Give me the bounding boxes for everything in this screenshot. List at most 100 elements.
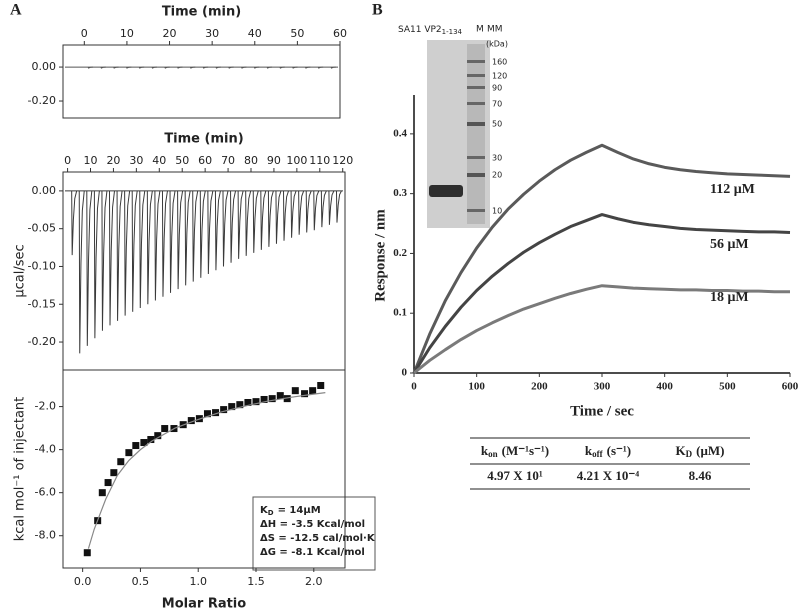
injection-peak <box>109 190 115 326</box>
data-point <box>283 395 291 403</box>
data-point <box>104 479 112 487</box>
y-tick-label: 0.4 <box>393 127 407 139</box>
x-axis-title: Time / sec <box>570 403 634 419</box>
x-tick-label: 20 <box>106 154 120 167</box>
gel-marker-size: 70 <box>492 100 502 109</box>
x-tick-label: 40 <box>152 154 166 167</box>
injection-peak <box>214 190 221 271</box>
gel-marker-size: 90 <box>492 84 502 93</box>
injection-peak <box>177 66 183 69</box>
x-tick-label: 0 <box>411 381 417 393</box>
y-tick-label: -0.20 <box>28 335 56 348</box>
gel-marker-size: 20 <box>492 171 502 180</box>
x-tick-label: 30 <box>205 27 219 40</box>
x-axis-title: Time (min) <box>164 132 243 147</box>
table-header: KD (μM) <box>676 443 725 459</box>
injection-peak <box>169 190 176 293</box>
x-tick-label: 10 <box>84 154 98 167</box>
injection-peak <box>279 66 285 69</box>
x-tick-label: 100 <box>468 381 485 393</box>
x-tick-label: 0.5 <box>132 575 150 588</box>
injection-peak <box>215 66 221 69</box>
injection-peak <box>131 190 138 312</box>
injection-peak <box>184 190 191 286</box>
injection-peak <box>317 66 324 69</box>
injection-peak <box>189 66 196 69</box>
gel-lane <box>467 44 485 224</box>
y-axis-title: μcal/sec <box>13 244 28 297</box>
x-tick-label: 100 <box>286 154 307 167</box>
annotation-box <box>252 496 376 571</box>
injection-peak <box>87 66 94 69</box>
injection-peak <box>100 66 106 69</box>
table: kon (M⁻¹s⁻¹) koff (s⁻¹) KD (μM)4.97 X 10¹ 4.21… <box>481 443 725 483</box>
injection-peak <box>298 190 305 235</box>
injection-peak <box>260 190 267 250</box>
x-tick-label: 200 <box>531 381 548 393</box>
fit-curve <box>87 392 326 549</box>
annotation-symbol: K <box>260 505 269 516</box>
gel-band <box>467 60 485 63</box>
x-tick-label: 0.0 <box>74 575 92 588</box>
gel-sample-label: SA11 VP21-134 <box>398 25 463 37</box>
data-point <box>117 458 125 466</box>
injection-peak <box>101 190 108 331</box>
y-tick-label: -8.0 <box>35 529 56 542</box>
x-tick-label: 500 <box>719 381 736 393</box>
data-point <box>301 390 309 398</box>
table-header: koff (s⁻¹) <box>585 443 631 459</box>
series-label: 18 μM <box>710 290 749 305</box>
gel-inset <box>427 40 490 228</box>
injection-peak <box>199 190 206 278</box>
injection-peak <box>252 190 259 253</box>
injection-peak <box>207 190 214 275</box>
table-cell: 8.46 <box>689 468 712 483</box>
x-tick-label: 300 <box>594 381 611 393</box>
y-tick-label: 0.3 <box>393 187 407 199</box>
injection-peak <box>86 190 93 346</box>
data-point <box>161 425 169 433</box>
injection-peak <box>161 190 168 297</box>
series-label: 112 μM <box>710 182 755 197</box>
x-axis-title: Molar Ratio <box>162 597 246 612</box>
data-point <box>83 549 91 557</box>
data-point <box>212 409 220 417</box>
data-point <box>244 398 252 406</box>
gel-sample-name: SA11 VP2 <box>398 25 442 35</box>
data-point <box>309 387 317 395</box>
injection-peak <box>228 66 234 69</box>
data-point <box>132 442 140 450</box>
gel-unit: (kDa) <box>486 40 508 49</box>
data-point <box>110 469 118 477</box>
y-tick-label: 0.1 <box>393 307 407 319</box>
injection-peak <box>177 190 184 290</box>
x-tick-label: 60 <box>333 27 347 40</box>
x-tick-label: 50 <box>290 27 304 40</box>
injection-peak <box>335 190 342 223</box>
data-point <box>268 395 276 403</box>
gel-marker-size: 10 <box>492 207 502 216</box>
panel-label: B <box>372 2 383 19</box>
gel-band <box>429 185 463 197</box>
header-unit: (M⁻¹s⁻¹) <box>502 443 550 458</box>
injection-peak <box>139 190 146 309</box>
data-point <box>125 449 133 457</box>
injection-peak <box>253 66 260 69</box>
header-symbol: K <box>676 443 687 458</box>
injection-peak <box>266 66 273 69</box>
gel-marker-size: 120 <box>492 72 507 81</box>
gel-band <box>467 209 485 212</box>
injection-peak <box>146 190 153 305</box>
annotation-value: = 14μM <box>278 505 321 516</box>
injection-peak <box>245 190 252 256</box>
gel-marker-size: 30 <box>492 154 502 163</box>
injection-peak <box>275 190 282 244</box>
data-point <box>140 439 148 447</box>
injection-peak <box>222 190 229 267</box>
x-tick-label: 110 <box>309 154 330 167</box>
y-tick-label: -0.20 <box>28 94 56 107</box>
x-tick-label: 80 <box>244 154 258 167</box>
y-tick-label: -2.0 <box>35 400 56 413</box>
data-point <box>203 410 211 418</box>
